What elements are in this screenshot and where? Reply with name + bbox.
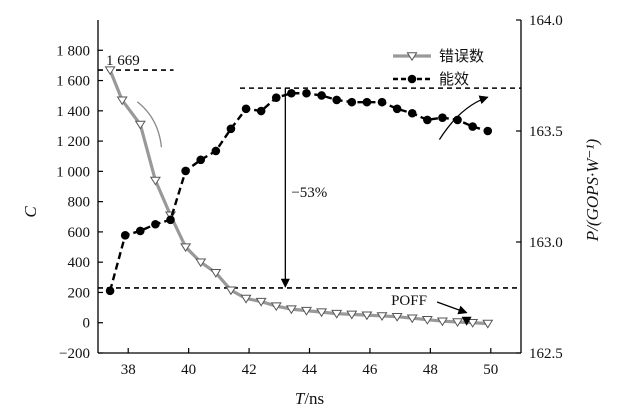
reference-lines bbox=[98, 69, 521, 289]
y-right-axis-title: P/(GOPS·W⁻¹) bbox=[583, 138, 602, 242]
energy-point bbox=[332, 95, 341, 105]
energy-point bbox=[347, 97, 357, 107]
error-point bbox=[240, 294, 252, 304]
energy-trend-arrow bbox=[438, 95, 489, 140]
y-right-tick-label: 162.5 bbox=[529, 346, 563, 362]
y-left-tick-label: 0 bbox=[83, 316, 91, 332]
error-point bbox=[376, 312, 388, 321]
energy-point bbox=[377, 97, 387, 107]
error-point bbox=[421, 315, 433, 325]
error-point bbox=[300, 306, 312, 316]
error-point bbox=[149, 176, 161, 186]
x-tick-label: 44 bbox=[302, 362, 318, 378]
legend-marker-errors bbox=[406, 52, 418, 62]
error-point bbox=[331, 309, 343, 319]
y-left-axis-title: C bbox=[21, 206, 40, 218]
energy-point bbox=[287, 88, 296, 98]
drop-label: −53% bbox=[291, 185, 327, 201]
poff-marker bbox=[461, 316, 472, 326]
y-right-tick-label: 163.0 bbox=[529, 235, 563, 251]
energy-point bbox=[468, 122, 477, 131]
error-point bbox=[361, 311, 373, 321]
axes: 38 40 42 44 46 48 50 −200 0 200 400 600 800 1 000 1 20… bbox=[21, 13, 602, 408]
y-left-tick-label: 200 bbox=[68, 285, 91, 301]
error-point bbox=[225, 286, 237, 296]
reference-label-0: 1 669 bbox=[106, 53, 140, 69]
error-point bbox=[406, 314, 418, 324]
poff-label: POFF bbox=[391, 293, 427, 309]
y-right-tick-label: 164.0 bbox=[529, 13, 563, 29]
energy-point bbox=[211, 146, 221, 156]
x-axis-var: T bbox=[295, 389, 306, 408]
error-point bbox=[391, 312, 403, 322]
energy-point bbox=[317, 91, 326, 100]
x-tick-label: 48 bbox=[423, 362, 438, 378]
energy-point bbox=[241, 104, 251, 114]
y-left-tick-label: 800 bbox=[68, 195, 91, 211]
series-group bbox=[104, 66, 494, 329]
error-point bbox=[346, 310, 358, 320]
error-point bbox=[104, 66, 116, 76]
x-tick-label: 40 bbox=[181, 362, 196, 378]
error-point bbox=[316, 308, 328, 318]
errors-trend-curve bbox=[136, 101, 163, 148]
energy-point bbox=[136, 226, 145, 236]
error-point bbox=[270, 302, 282, 312]
y-left-tick-label: 1 200 bbox=[56, 134, 90, 150]
error-point bbox=[452, 318, 464, 328]
error-point bbox=[134, 120, 146, 130]
energy-point bbox=[438, 113, 447, 122]
poff-arrow bbox=[436, 301, 468, 315]
error-point bbox=[285, 305, 297, 315]
error-point bbox=[436, 317, 448, 327]
energy-point bbox=[302, 88, 311, 98]
y-left-tick-label: 1 000 bbox=[56, 164, 90, 180]
legend-marker-energy bbox=[407, 74, 417, 84]
y-left-tick-label: 1 600 bbox=[56, 74, 90, 90]
x-axis-title: T/ns bbox=[295, 389, 324, 408]
energy-point bbox=[423, 115, 432, 125]
y-right-tick-label: 163.5 bbox=[529, 124, 563, 140]
x-tick-label: 42 bbox=[242, 362, 257, 378]
error-point bbox=[180, 243, 192, 253]
series-1 bbox=[105, 88, 493, 296]
y-left-tick-label: 1 400 bbox=[56, 104, 90, 120]
x-tick-label: 38 bbox=[121, 362, 136, 378]
x-tick-label: 50 bbox=[483, 362, 498, 378]
energy-point bbox=[196, 155, 206, 165]
energy-point bbox=[362, 97, 372, 107]
y-left-tick-label: 1 800 bbox=[56, 43, 90, 59]
error-point bbox=[467, 319, 479, 328]
energy-point bbox=[483, 126, 493, 136]
energy-point bbox=[271, 93, 281, 102]
y-left-tick-label: 600 bbox=[68, 225, 91, 241]
energy-point bbox=[226, 124, 236, 134]
energy-point bbox=[120, 231, 130, 240]
energy-point bbox=[256, 106, 266, 116]
y-left-tick-label: −200 bbox=[59, 346, 90, 362]
legend-label-errors: 错误数 bbox=[439, 47, 484, 65]
energy-point bbox=[105, 286, 115, 296]
error-point bbox=[195, 258, 207, 268]
energy-point bbox=[181, 166, 190, 176]
x-axis-unit: /ns bbox=[304, 389, 324, 408]
error-point bbox=[116, 96, 128, 106]
error-point bbox=[255, 297, 267, 307]
energy-point bbox=[453, 115, 462, 125]
legend-label-energy: 能效 bbox=[439, 70, 469, 88]
energy-point bbox=[392, 104, 402, 114]
x-tick-label: 46 bbox=[362, 362, 378, 378]
energy-point bbox=[407, 108, 417, 118]
energy-point bbox=[166, 215, 175, 225]
annotations: 1 669 −53% POFF bbox=[106, 53, 489, 326]
energy-point bbox=[151, 219, 160, 229]
y-left-tick-label: 400 bbox=[68, 255, 91, 271]
error-point bbox=[210, 269, 222, 278]
error-point bbox=[482, 319, 494, 329]
